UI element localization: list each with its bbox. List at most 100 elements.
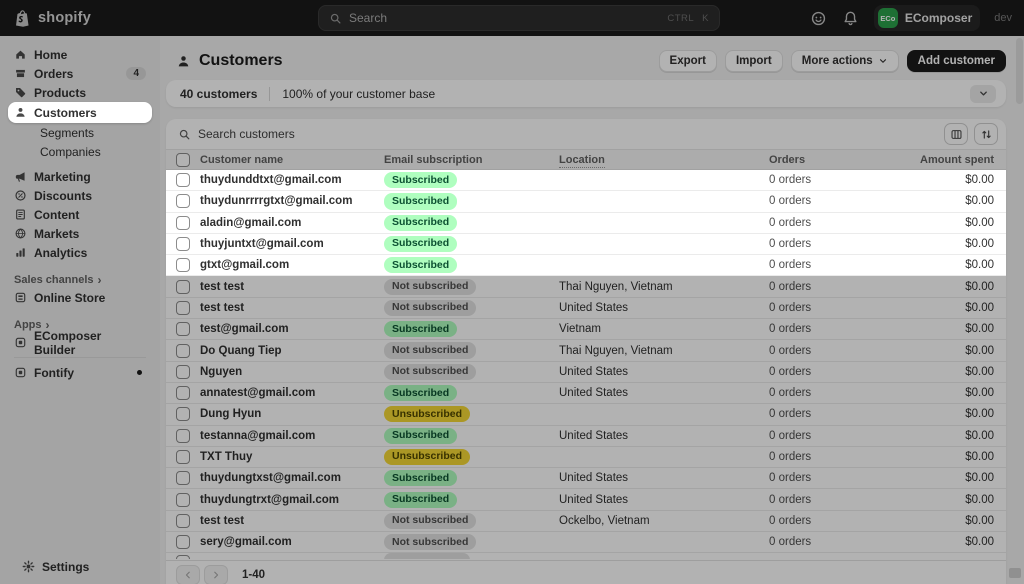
sidebar-item-companies[interactable]: Companies: [8, 142, 152, 161]
account-menu[interactable]: ECo EComposer: [873, 5, 981, 31]
row-checkbox[interactable]: [176, 173, 190, 188]
table-row[interactable]: test test Not subscribed Ockelbo, Vietnam 0…: [166, 511, 1006, 533]
column-header-location[interactable]: Location: [559, 153, 605, 168]
summary-collapse-button[interactable]: [970, 84, 996, 103]
previous-page-button[interactable]: [176, 564, 200, 584]
column-header-customer-name[interactable]: Customer name: [200, 153, 284, 166]
sidebar-item-label: Online Store: [34, 290, 106, 305]
shopify-logo[interactable]: shopify: [12, 8, 160, 29]
table-row[interactable]: Do Quang Tiep Not subscribed Thai Nguyen, …: [166, 340, 1006, 362]
table-row[interactable]: test test Not subscribed United States 0 or…: [166, 298, 1006, 320]
subscription-badge: Not subscribed: [384, 534, 477, 551]
table-row[interactable]: thuyjuntxt@gmail.com Subscribed 0 orders $0…: [166, 233, 1006, 256]
row-checkbox[interactable]: [176, 492, 190, 507]
row-checkbox[interactable]: [176, 322, 190, 337]
subscription-badge: Not subscribed: [384, 342, 477, 359]
edit-columns-button[interactable]: [944, 123, 968, 145]
sidebar-section-apps[interactable]: Apps ›: [14, 319, 152, 331]
row-checkbox[interactable]: [176, 428, 190, 443]
customers-icon: [14, 106, 27, 119]
table-row[interactable]: gtxt@gmail.com Subscribed 0 orders $0.00: [166, 255, 1006, 277]
row-checkbox[interactable]: [176, 386, 190, 401]
row-checkbox[interactable]: [176, 237, 190, 252]
table-row[interactable]: annatest@gmail.com Subscribed United State…: [166, 383, 1006, 405]
row-checkbox[interactable]: [176, 407, 190, 422]
sidebar-item-content[interactable]: Content: [8, 205, 152, 224]
row-checkbox[interactable]: [176, 364, 190, 379]
next-page-button[interactable]: [204, 564, 228, 584]
table-row[interactable]: thuydungtrxt@gmail.com Subscribed United S…: [166, 489, 1006, 511]
sidebar-item-settings[interactable]: Settings: [16, 557, 144, 576]
chevron-right-icon: ›: [97, 273, 102, 287]
customer-amount-spent: $0.00: [965, 387, 994, 400]
row-checkbox[interactable]: [176, 279, 190, 294]
table-row[interactable]: test test Not subscribed Thai Nguyen, Viet…: [166, 276, 1006, 298]
select-all-checkbox[interactable]: [176, 152, 190, 167]
inbox-icon[interactable]: [810, 9, 828, 27]
row-checkbox[interactable]: [176, 194, 190, 209]
sidebar-section-sales-channels[interactable]: Sales channels ›: [14, 274, 152, 286]
column-header-email-subscription[interactable]: Email subscription: [384, 153, 483, 166]
global-search-input[interactable]: Search CTRL K: [318, 5, 720, 31]
customer-orders: 0 orders: [769, 429, 812, 442]
table-row[interactable]: aladin@gmail.com Subscribed 0 orders $0.00: [166, 212, 1006, 234]
table-row[interactable]: Dung Hyun Unsubscribed 0 orders $0.00: [166, 404, 1006, 426]
table-row[interactable]: sery@gmail.com Not subscribed 0 orders $0.0…: [166, 532, 1006, 554]
global-search-placeholder: Search: [349, 11, 388, 25]
table-row[interactable]: TXT Thuy Unsubscribed 0 orders $0.00: [166, 447, 1006, 469]
table-row[interactable]: testanna@gmail.com Subscribed United State…: [166, 426, 1006, 447]
sidebar-item-fontify[interactable]: Fontify: [8, 363, 152, 382]
sidebar-item-label: Segments: [40, 125, 95, 140]
row-checkbox[interactable]: [176, 471, 190, 486]
sidebar-item-customers[interactable]: Customers: [8, 102, 152, 123]
table-row-partial[interactable]: [166, 553, 1006, 560]
table-row[interactable]: Nguyen Not subscribed United States 0 order…: [166, 362, 1006, 383]
home-icon: [14, 48, 27, 61]
sidebar-item-marketing[interactable]: Marketing: [8, 167, 152, 186]
column-header-orders[interactable]: Orders: [769, 153, 806, 166]
customer-location: United States: [559, 493, 629, 506]
row-checkbox[interactable]: [176, 513, 190, 528]
marketing-icon: [14, 170, 27, 183]
add-customer-button[interactable]: Add customer: [906, 50, 1006, 72]
import-button[interactable]: Import: [724, 50, 783, 72]
table-row[interactable]: thuydungtxst@gmail.com Subscribed United S…: [166, 468, 1006, 490]
vertical-scrollbar[interactable]: [1016, 38, 1023, 582]
row-checkbox[interactable]: [176, 535, 190, 550]
sidebar-item-home[interactable]: Home: [8, 45, 152, 64]
table-row[interactable]: thuydunddtxt@gmail.com Subscribed 0 orders…: [166, 170, 1006, 192]
row-checkbox[interactable]: [176, 215, 190, 230]
store-name: EComposer: [904, 11, 973, 25]
column-header-amount-spent[interactable]: Amount spent: [920, 153, 994, 166]
table-row[interactable]: thuydunrrrrgtxt@gmail.com Subscribed 0 ord…: [166, 191, 1006, 213]
sidebar-item-orders[interactable]: Orders 4: [8, 64, 152, 83]
sidebar-item-products[interactable]: Products: [8, 83, 152, 102]
customer-orders: 0 orders: [769, 195, 812, 208]
export-button[interactable]: Export: [658, 50, 717, 72]
sidebar-item-analytics[interactable]: Analytics: [8, 243, 152, 262]
sidebar-divider: [14, 357, 146, 358]
row-checkbox[interactable]: [176, 258, 190, 273]
row-checkbox[interactable]: [176, 554, 190, 560]
sidebar-item-label: Marketing: [34, 169, 91, 184]
more-actions-button[interactable]: More actions: [790, 50, 899, 72]
sort-button[interactable]: [974, 123, 998, 145]
row-checkbox[interactable]: [176, 450, 190, 464]
sidebar-item-online-store[interactable]: Online Store: [8, 288, 152, 307]
avatar: ECo: [877, 8, 898, 28]
row-checkbox[interactable]: [176, 300, 190, 315]
table-row[interactable]: test@gmail.com Subscribed Vietnam 0 orders $…: [166, 319, 1006, 341]
sidebar-item-discounts[interactable]: Discounts: [8, 186, 152, 205]
scrollbar-thumb[interactable]: [1016, 38, 1023, 104]
sidebar-item-markets[interactable]: Markets: [8, 224, 152, 243]
customer-summary-bar: 40 customers 100% of your customer base: [166, 80, 1006, 107]
notifications-bell-icon[interactable]: [842, 9, 860, 27]
subscription-badge: Subscribed: [384, 193, 458, 210]
sidebar-item-segments[interactable]: Segments: [8, 123, 152, 142]
customer-amount-spent: $0.00: [965, 365, 994, 378]
customers-search-input[interactable]: Search customers: [178, 127, 938, 141]
sidebar-item-ecomposer-builder[interactable]: EComposer Builder: [8, 329, 152, 357]
customer-amount-spent: $0.00: [965, 195, 994, 208]
customers-page-icon: [178, 55, 189, 66]
row-checkbox[interactable]: [176, 343, 190, 358]
